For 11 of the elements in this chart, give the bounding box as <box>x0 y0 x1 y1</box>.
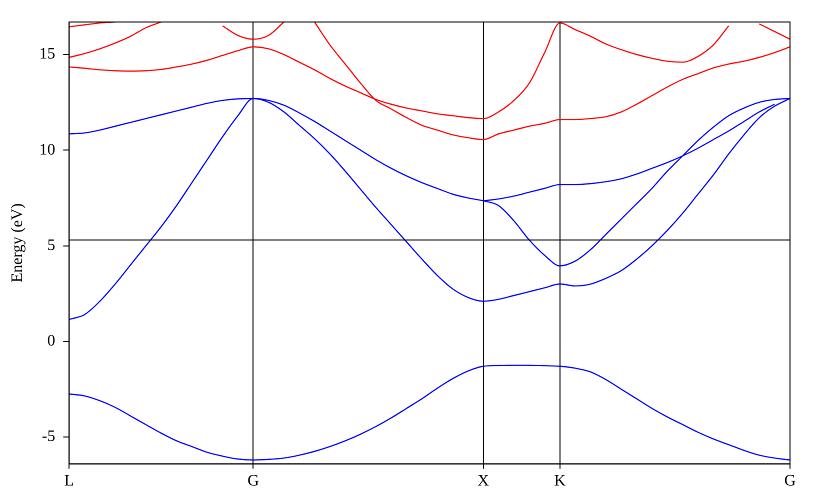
x-tick-label: X <box>477 472 490 490</box>
x-tick-label: G <box>247 472 260 490</box>
x-tick-label: G <box>784 472 796 490</box>
y-tick-label: 0 <box>47 332 56 350</box>
x-tick-label: L <box>64 472 74 490</box>
y-tick-label: -5 <box>42 428 56 446</box>
y-tick-label: 5 <box>47 236 56 254</box>
x-tick-label: K <box>554 472 566 490</box>
y-axis-title: Energy (eV) <box>8 203 26 283</box>
y-tick-label: 15 <box>39 46 56 63</box>
y-tick-label: 10 <box>39 141 56 158</box>
